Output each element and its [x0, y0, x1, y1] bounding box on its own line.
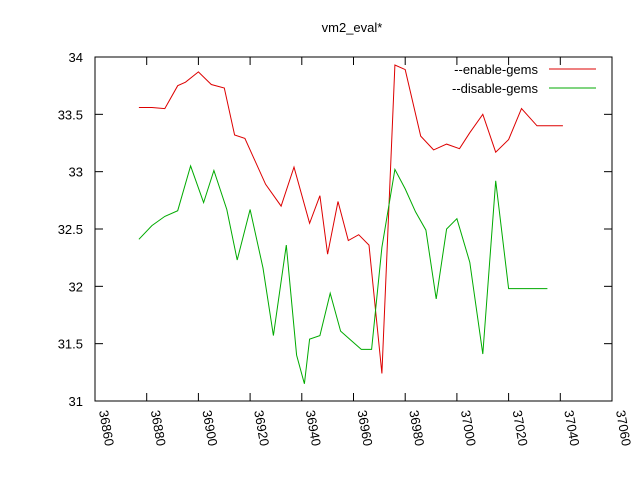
legend-label-0: --enable-gems	[454, 62, 538, 77]
y-tick-label-5: 33.5	[58, 107, 83, 122]
x-tick-label-8: 37020	[510, 409, 531, 447]
y-tick-label-2: 32	[69, 279, 83, 294]
series-line-1	[138, 164, 548, 384]
series-group	[138, 64, 563, 384]
x-tick-label-3: 36920	[251, 409, 272, 447]
y-tick-label-3: 32.5	[58, 222, 83, 237]
chart-title: vm2_eval*	[322, 20, 383, 35]
x-axis: 36860 36880 36900 36920 36940 36960 36980 37000…	[94, 57, 634, 447]
legend: --enable-gems --disable-gems	[452, 62, 596, 96]
x-tick-label-1: 36880	[148, 409, 169, 447]
x-tick-label-2: 36900	[199, 409, 220, 447]
y-axis: 31 31.5 32 32.5 33 33.5 34	[58, 50, 612, 409]
legend-label-1: --disable-gems	[452, 81, 538, 96]
series-line-0	[138, 64, 563, 374]
y-tick-label-6: 34	[69, 50, 83, 65]
x-tick-label-0: 36860	[96, 409, 117, 447]
x-tick-label-4: 36940	[303, 409, 324, 447]
y-tick-label-1: 31.5	[58, 337, 83, 352]
x-tick-label-5: 36960	[355, 409, 376, 447]
x-tick-label-10: 37060	[613, 409, 634, 447]
y-tick-label-0: 31	[69, 394, 83, 409]
x-tick-label-7: 37000	[458, 409, 479, 447]
x-tick-label-9: 37040	[561, 409, 582, 447]
plot-frame-group	[94, 56, 613, 402]
y-tick-label-4: 33	[69, 165, 83, 180]
x-tick-label-6: 36980	[406, 409, 427, 447]
plot-frame	[94, 56, 613, 402]
